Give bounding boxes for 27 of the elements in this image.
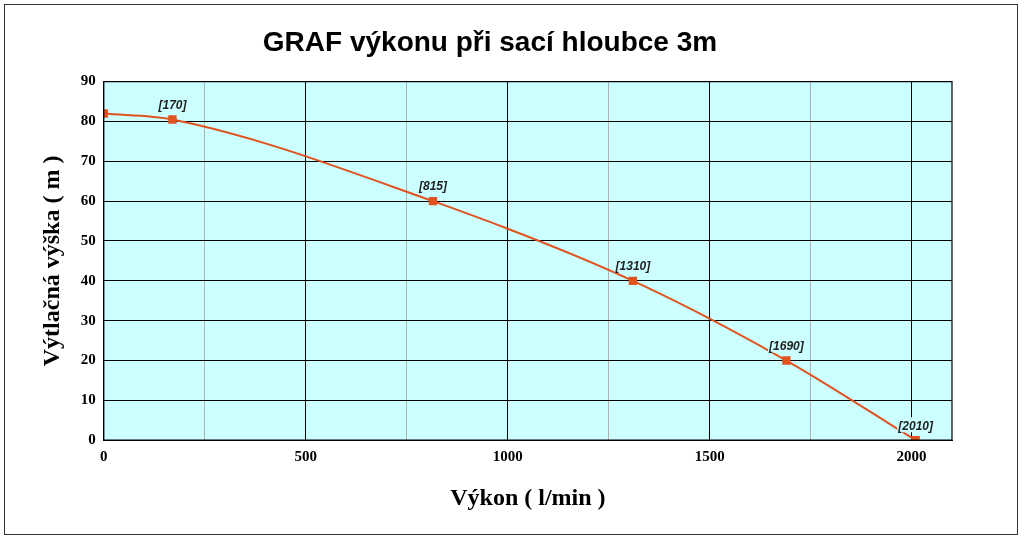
annotation: [815] <box>417 179 448 194</box>
x-tick-label: 0 <box>100 448 108 465</box>
point <box>782 356 791 365</box>
annotation: [1690] <box>768 338 805 353</box>
y-tick-label: 20 <box>80 351 96 368</box>
x-axis-title: Výkon ( l/min ) <box>450 483 606 510</box>
y-tick-label: 50 <box>80 231 96 248</box>
x-tick-label: 2000 <box>896 448 927 465</box>
x-tick-label: 1500 <box>694 448 725 465</box>
chart-title: GRAF výkonu při sací hloubce 3m <box>262 25 718 57</box>
y-tick-label: 70 <box>80 152 96 169</box>
y-tick-label: 80 <box>80 112 96 129</box>
point <box>628 276 638 285</box>
annotation: [170] <box>157 97 188 112</box>
y-axis-title: Výtlačná výška ( m ) <box>37 155 64 367</box>
y-tick-label: 30 <box>80 311 96 328</box>
y-tick-label: 0 <box>88 431 96 448</box>
y-tick-label: 60 <box>80 192 96 209</box>
y-tick-label: 40 <box>80 271 96 288</box>
x-tick-label: 1000 <box>492 448 523 465</box>
point <box>168 115 177 124</box>
y-tick-label: 10 <box>80 391 96 408</box>
annotation: [1310] <box>614 259 652 274</box>
x-tick-label: 500 <box>294 448 317 465</box>
y-tick-label: 90 <box>80 72 96 89</box>
annotation: [2010] <box>897 418 934 433</box>
point <box>428 196 438 206</box>
